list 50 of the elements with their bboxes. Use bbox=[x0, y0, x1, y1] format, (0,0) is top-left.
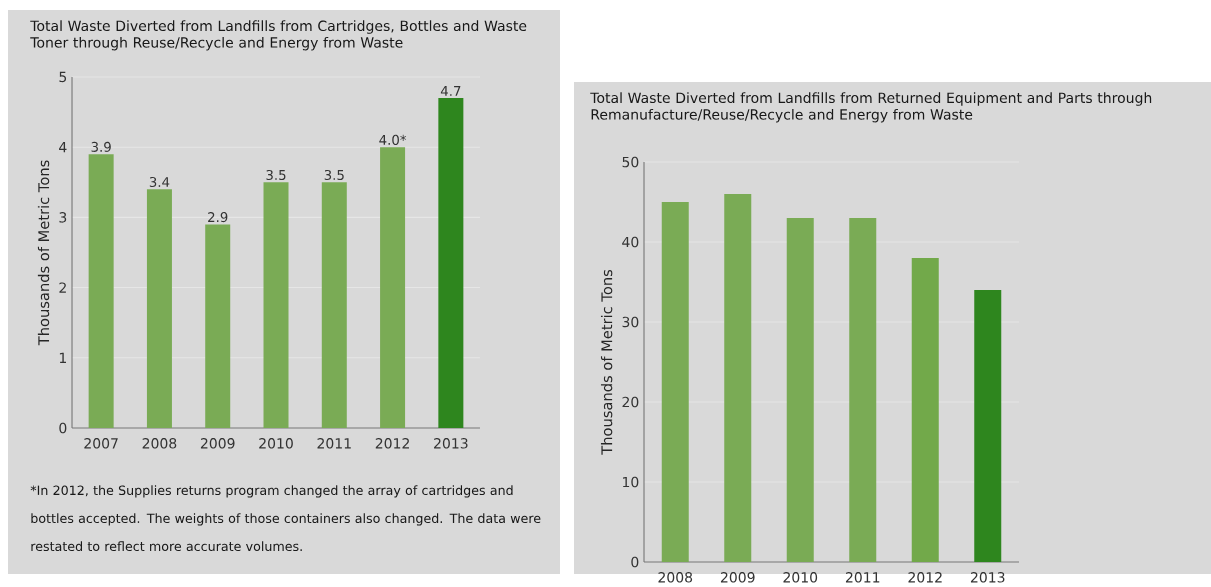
y-tick-label: 0 bbox=[59, 422, 67, 434]
y-tick-label: 40 bbox=[622, 236, 639, 248]
y-tick-label: 20 bbox=[622, 396, 639, 408]
bar bbox=[88, 154, 114, 428]
x-tick-label: 2010 bbox=[259, 438, 293, 449]
bar bbox=[911, 257, 939, 562]
data-label: 3.4 bbox=[149, 176, 170, 188]
data-label: 3.5 bbox=[266, 169, 286, 180]
y-tick-label: 3 bbox=[59, 212, 67, 223]
bar bbox=[849, 217, 877, 562]
data-label: 3.9 bbox=[91, 141, 111, 152]
y-tick-label: 5 bbox=[59, 71, 67, 83]
x-tick-label: 2013 bbox=[434, 438, 468, 449]
y-tick-label: 1 bbox=[59, 352, 66, 363]
y-tick-label: 10 bbox=[623, 476, 639, 488]
x-tick-label: 2009 bbox=[200, 438, 235, 449]
x-tick-label: 2012 bbox=[375, 438, 409, 449]
y-tick-label: 30 bbox=[622, 316, 639, 328]
bar bbox=[974, 289, 1002, 562]
bar bbox=[263, 182, 289, 428]
bar bbox=[205, 224, 231, 428]
chart-title: Total Waste Diverted from Landfills from Returned Equipment and Parts through Remanufacture/Reuse/Recycle and Energy from Waste bbox=[590, 92, 1152, 123]
text: *In 2012, the Supplies returns program changed the array of cartridges and bottles accepted. The weights of those containers also changed. The data were restated to reflect more accurate volumes. bbox=[30, 485, 541, 552]
x-tick-label: 2013 bbox=[970, 572, 1005, 583]
bar bbox=[438, 98, 464, 428]
x-tick-label: 2011 bbox=[845, 572, 880, 583]
y-tick-label: 0 bbox=[631, 556, 639, 568]
x-tick-label: 2012 bbox=[908, 572, 942, 583]
y-tick-label: 4 bbox=[59, 142, 67, 153]
bar bbox=[321, 182, 347, 428]
y-tick-label: 50 bbox=[622, 156, 639, 168]
data-label: 2.9 bbox=[208, 212, 228, 223]
y-tick-label: 2 bbox=[59, 282, 66, 293]
x-tick-label: 2009 bbox=[720, 572, 755, 583]
x-tick-label: 2007 bbox=[84, 438, 118, 449]
chart-title: Total Waste Diverted from Landfills from Cartridges, Bottles and Waste Toner through Reuse/Recycle and Energy from Waste bbox=[30, 20, 527, 51]
bar bbox=[724, 193, 752, 562]
x-tick-label: 2008 bbox=[658, 572, 693, 583]
bar bbox=[786, 217, 814, 562]
x-tick-label: 2010 bbox=[783, 572, 818, 583]
bar bbox=[146, 189, 172, 428]
y-axis-title: Thousands of Metric Tons bbox=[600, 269, 613, 455]
bar bbox=[380, 147, 406, 428]
bar bbox=[661, 201, 689, 562]
data-label: 4.0* bbox=[379, 134, 407, 145]
x-tick-label: 2011 bbox=[317, 438, 351, 449]
data-label: 4.7 bbox=[440, 86, 461, 96]
x-tick-label: 2008 bbox=[142, 438, 177, 449]
data-label: 3.5 bbox=[324, 169, 344, 180]
y-axis-title: Thousands of Metric Tons bbox=[37, 160, 50, 346]
